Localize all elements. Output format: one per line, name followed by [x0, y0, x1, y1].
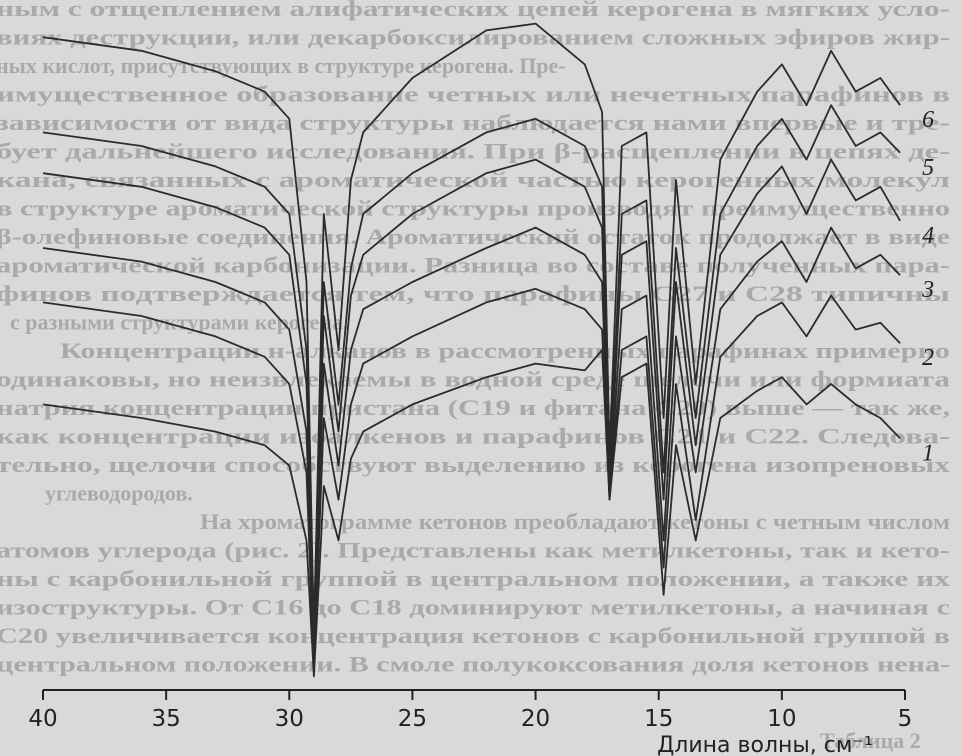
x-tick-label: 25	[398, 706, 427, 732]
text-line: ароматической карбонизации. Разница во с…	[0, 253, 950, 278]
text-line: Концентрации н-алканов в рассмотренных п…	[60, 338, 950, 363]
spectrum-line	[42, 287, 901, 671]
text-line: в структуре ароматической структуры прои…	[0, 196, 950, 221]
x-tick-label: 10	[767, 706, 796, 732]
x-axis-label: Длина волны, см⁻¹	[657, 733, 873, 756]
text-line: На хроматограмме кетонов преобладают кет…	[200, 509, 950, 534]
text-line: как концентрации изоалкенов и парафинов …	[0, 424, 950, 449]
spectrum-line	[42, 349, 901, 678]
text-line: центральном положении. В смоле полукоксо…	[0, 652, 950, 677]
text-line: натрия концентрации пристана (C19 и фита…	[0, 395, 950, 420]
spectrum-line	[42, 226, 901, 651]
series-label: 4	[922, 223, 934, 249]
text-line: ны с карбонильной группой в центральном …	[0, 566, 950, 591]
text-line: зависимости от вида структуры наблюдаетс…	[0, 110, 950, 135]
x-tick-label: 20	[521, 706, 550, 732]
text-line: бует дальнейшего исследования. При β-рас…	[0, 139, 950, 164]
x-tick-label: 30	[275, 706, 304, 732]
text-line: изоструктуры. От C16 до C18 доминируют м…	[0, 595, 950, 620]
spectrum-line	[42, 158, 901, 623]
text-line: атомов углерода (рис. 2). Представлены к…	[0, 538, 950, 563]
text-line: одинаковы, но неизвлекаемы в водной сред…	[0, 367, 950, 392]
series-label: 1	[922, 440, 934, 466]
text-line: финов подтверждается тем, что парафины C…	[0, 281, 950, 306]
spectrum-line	[42, 104, 901, 657]
series-label: 5	[922, 155, 934, 181]
text-line: имущественное образование четных или неч…	[0, 82, 950, 107]
x-tick-label: 35	[152, 706, 181, 732]
series-label: 6	[922, 107, 934, 133]
x-tick-label: 15	[644, 706, 673, 732]
bleed-through-text: ным с отщеплением алифатических цепей ке…	[0, 0, 950, 677]
x-tick-label: 40	[28, 706, 57, 732]
text-line: C20 увеличивается концентрация кетонов с…	[0, 623, 950, 648]
text-line: с разными структурами керогена.	[10, 310, 349, 335]
series-label: 2	[922, 345, 934, 371]
series-label: 3	[921, 277, 934, 303]
x-tick-label: 5	[898, 706, 913, 732]
text-line: ных кислот, присутствующих в структуре к…	[0, 53, 566, 78]
table-label: Таблица 2	[820, 728, 921, 753]
text-line: ным с отщеплением алифатических цепей ке…	[0, 0, 950, 21]
text-line: углеводородов.	[45, 481, 193, 506]
text-line: β-олефиновые соединения. Ароматический о…	[0, 224, 950, 249]
spectrum-line	[42, 22, 901, 637]
text-line: тельно, щелочи способствуют выделению из…	[0, 452, 950, 477]
